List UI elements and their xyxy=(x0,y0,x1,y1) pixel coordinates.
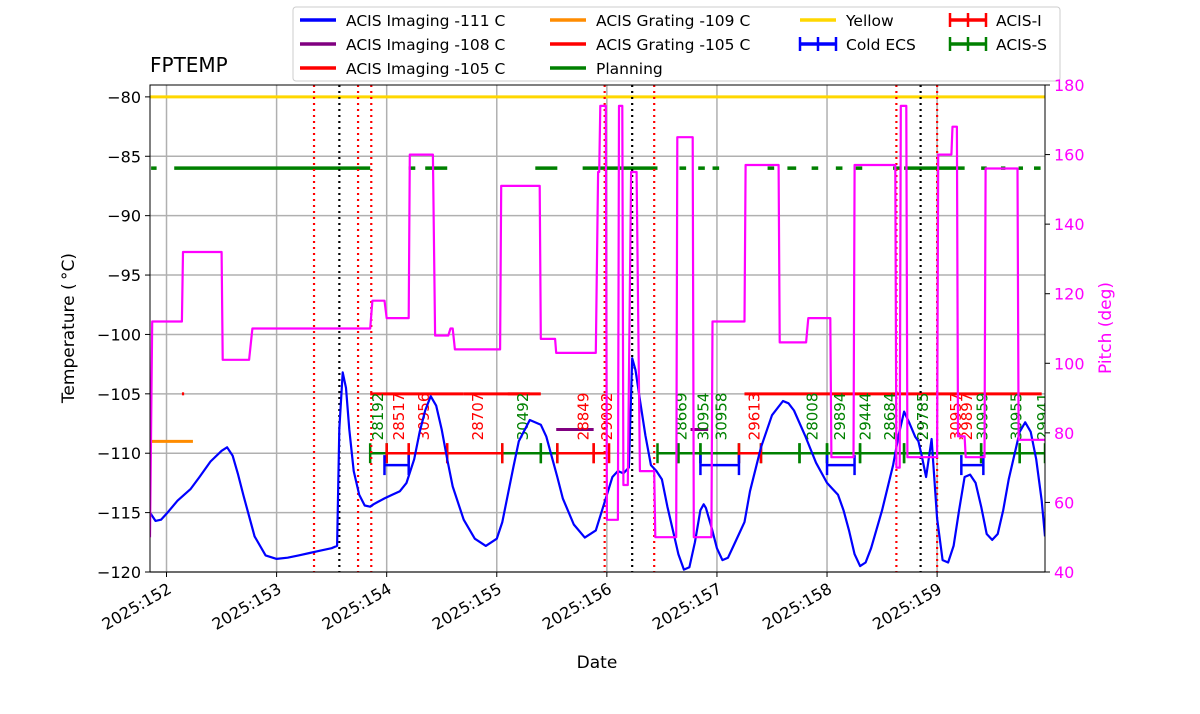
chart-title: FPTEMP xyxy=(150,53,228,77)
obsid-label: 28517 xyxy=(390,393,408,441)
legend-label: Yellow xyxy=(845,12,894,30)
y-tick-label: −100 xyxy=(97,325,141,344)
x-tick-label: 2025:159 xyxy=(869,579,945,634)
obsid-label: 28849 xyxy=(575,393,593,441)
obsid-label: 29785 xyxy=(914,393,932,441)
y2-tick-label: 180 xyxy=(1054,76,1085,95)
x-tick-label: 2025:153 xyxy=(209,579,285,634)
x-tick-label: 2025:157 xyxy=(649,579,725,634)
y2-tick-label: 120 xyxy=(1054,285,1085,304)
y2-tick-label: 100 xyxy=(1054,354,1085,373)
y2-tick-label: 60 xyxy=(1054,493,1074,512)
obsid-label: 28707 xyxy=(469,393,487,441)
y-tick-label: −110 xyxy=(97,444,141,463)
x-tick-label: 2025:152 xyxy=(99,579,175,634)
legend-label: ACIS Grating -109 C xyxy=(596,12,750,30)
legend-label: ACIS Grating -105 C xyxy=(596,36,750,54)
x-tick-label: 2025:154 xyxy=(319,579,395,634)
legend-label: Planning xyxy=(596,60,663,78)
y-axis-label: Temperature ( °C) xyxy=(59,253,79,404)
y2-tick-label: 160 xyxy=(1054,146,1085,165)
y2-axis-label: Pitch (deg) xyxy=(1096,282,1116,374)
x-tick-label: 2025:156 xyxy=(539,579,615,634)
legend-label: ACIS Imaging -108 C xyxy=(346,36,505,54)
obsid-label: 29613 xyxy=(745,393,763,441)
y-tick-label: −80 xyxy=(107,88,141,107)
obsid-label: 29897 xyxy=(958,393,976,441)
obsid-label: 30959 xyxy=(973,393,991,441)
obsid-label: 28008 xyxy=(804,393,822,441)
obsid-label: 29444 xyxy=(857,393,875,441)
y-tick-label: −105 xyxy=(97,385,141,404)
fptemp-line xyxy=(150,357,1045,571)
legend-label: ACIS-S xyxy=(996,36,1047,54)
legend-label: ACIS-I xyxy=(996,12,1042,30)
legend-frame xyxy=(292,6,1061,82)
legend-label: ACIS Imaging -111 C xyxy=(346,12,505,30)
x-axis-label: Date xyxy=(577,653,618,673)
legend-label: Cold ECS xyxy=(846,36,916,54)
obsid-label: 30957 xyxy=(947,393,965,441)
plot-area: 28192 28517 30956 28707 30492 28849 29002 28669… xyxy=(150,85,1052,572)
y2-tick-label: 80 xyxy=(1054,424,1074,443)
x-tick-label: 2025:155 xyxy=(429,579,505,634)
obsid-label: 29941 xyxy=(1034,393,1052,441)
obsid-label: 30955 xyxy=(1007,393,1025,441)
y-tick-label: −90 xyxy=(107,207,141,226)
y-tick-label: −95 xyxy=(107,266,141,285)
y2-tick-label: 40 xyxy=(1054,563,1074,582)
obsid-label: 28684 xyxy=(881,393,899,441)
x-tick-label: 2025:158 xyxy=(759,579,835,634)
obsid-label: 30958 xyxy=(712,393,730,441)
obsid-label: 29894 xyxy=(831,393,849,441)
y-tick-label: −115 xyxy=(97,504,141,523)
y-tick-label: −85 xyxy=(107,147,141,166)
pitch-line xyxy=(150,104,1045,539)
obsid-label: 30492 xyxy=(514,393,532,441)
y-tick-label: −120 xyxy=(97,563,141,582)
obsid-label: 28192 xyxy=(369,393,387,441)
y2-tick-label: 140 xyxy=(1054,215,1085,234)
legend-label: ACIS Imaging -105 C xyxy=(346,60,505,78)
obsid-label: 30954 xyxy=(695,393,713,441)
plot-frame xyxy=(149,84,1046,573)
legend: ACIS Imaging -111 C ACIS Imaging -108 C AC… xyxy=(292,6,1061,82)
